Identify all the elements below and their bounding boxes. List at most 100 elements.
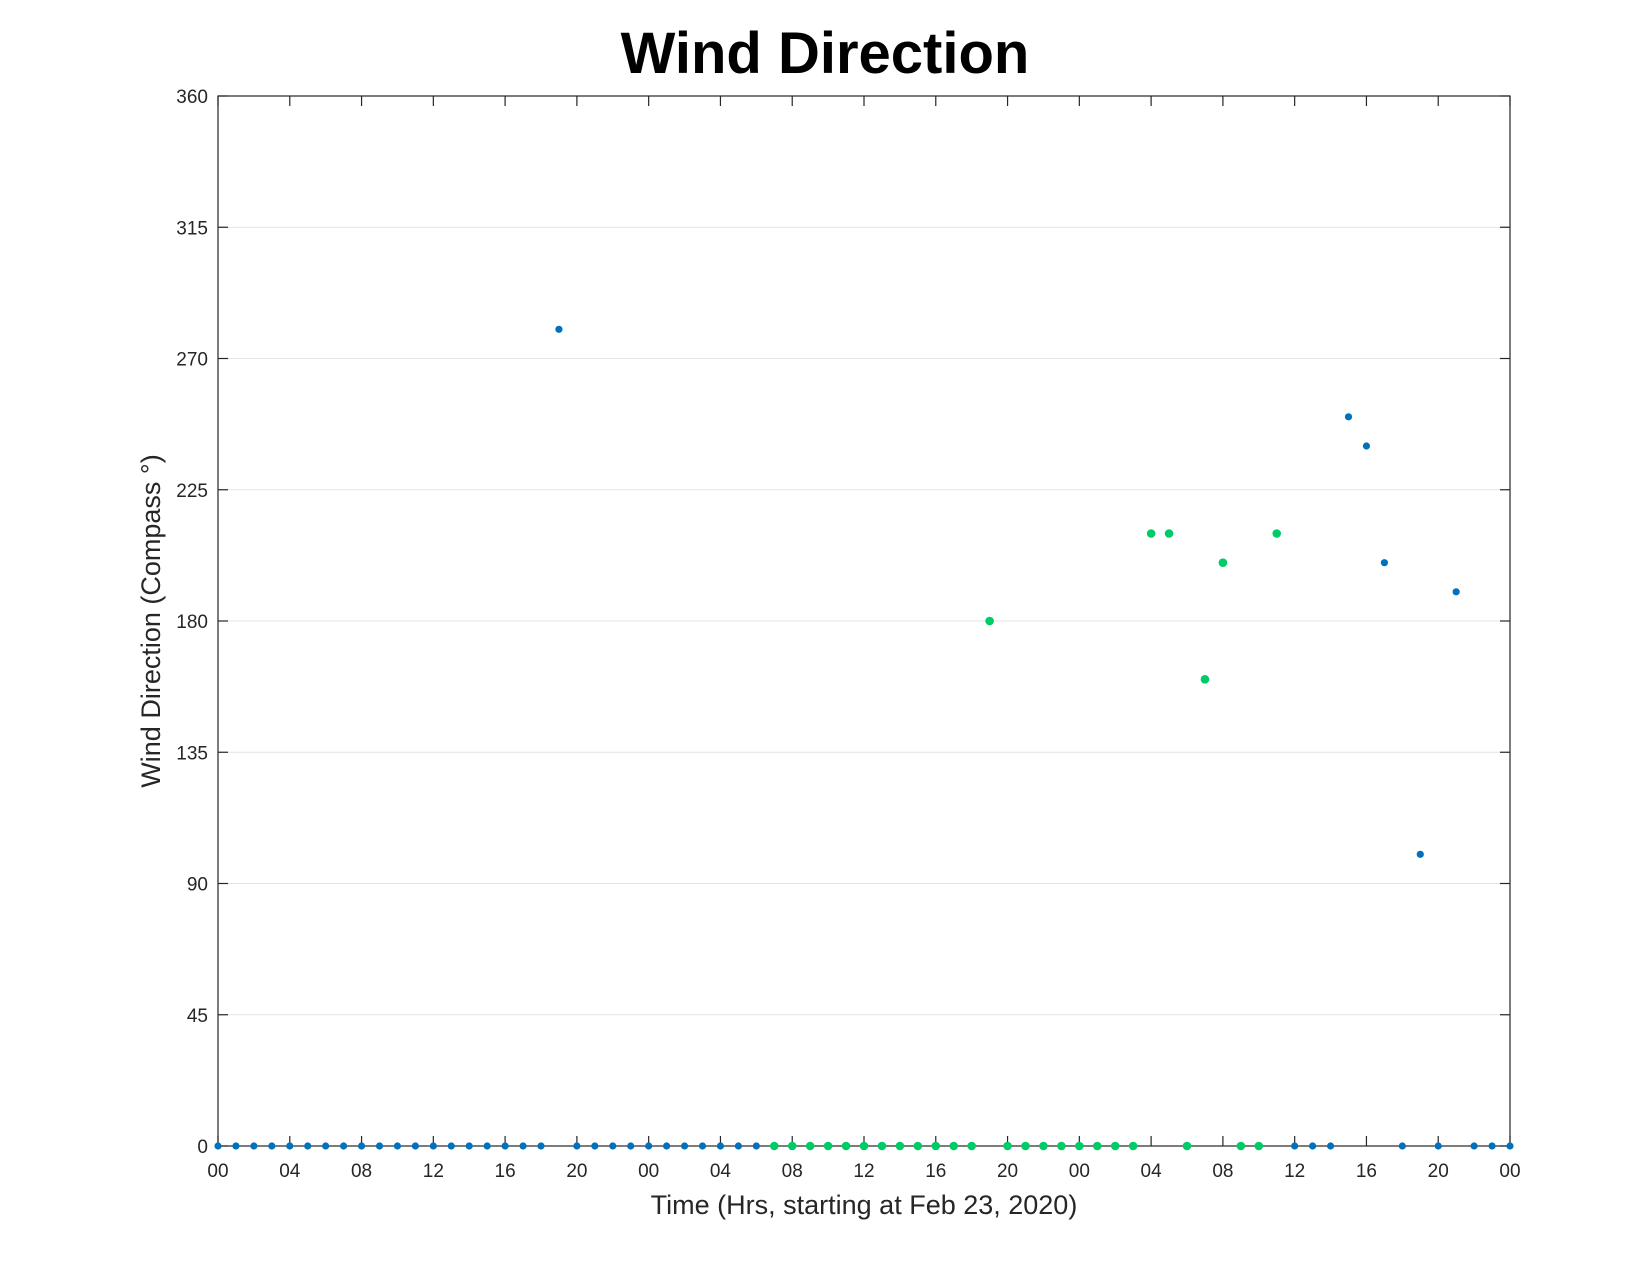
green-data-point [1128, 1141, 1138, 1151]
blue-data-point [716, 1142, 725, 1150]
blue-data-point [645, 1142, 653, 1150]
blue-data-point [429, 1142, 437, 1150]
blue-data-point [501, 1142, 509, 1150]
blue-data-point [465, 1142, 473, 1150]
x-tick-labels: 00 04 08 12 16 20 00 04 08 12 16 20 00 04 08 12 16 20 00 [207, 1161, 1520, 1182]
green-data-point [1254, 1141, 1264, 1151]
x-tick-label: 04 [710, 1161, 732, 1182]
x-tick-label: 08 [782, 1161, 803, 1182]
green-data-point [769, 1141, 779, 1151]
blue-data-point [537, 1142, 545, 1150]
green-data-point [1164, 529, 1174, 538]
green-data-point [859, 1141, 869, 1151]
x-tick-label: 16 [495, 1161, 516, 1182]
blue-data-point [232, 1142, 240, 1150]
x-tick-label: 08 [1212, 1161, 1233, 1182]
green-data-point [913, 1141, 923, 1151]
y-tick-label: 180 [176, 612, 208, 633]
blue-data-point [411, 1142, 419, 1150]
x-tick-label: 20 [997, 1161, 1018, 1182]
blue-data-point [1434, 1142, 1442, 1150]
blue-data-point [1470, 1142, 1478, 1150]
blue-data-point [357, 1142, 366, 1150]
data-points [214, 325, 1514, 1151]
y-axis-label: Wind Direction (Compass °) [136, 454, 166, 787]
blue-data-point [573, 1142, 581, 1150]
green-data-point [1182, 1141, 1192, 1151]
x-tick-label: 16 [925, 1161, 946, 1182]
green-data-point [1021, 1141, 1030, 1151]
x-tick-label: 04 [1141, 1161, 1163, 1182]
axis-ticks [217, 95, 1511, 1147]
x-tick-label: 12 [1284, 1161, 1305, 1182]
x-tick-label: 20 [566, 1161, 587, 1182]
green-data-point [1075, 1141, 1084, 1151]
green-data-point [877, 1141, 887, 1151]
blue-data-point [340, 1142, 348, 1150]
blue-data-point [286, 1142, 294, 1150]
blue-data-point [591, 1142, 599, 1150]
x-tick-label: 00 [207, 1161, 228, 1182]
x-tick-label: 04 [279, 1161, 301, 1182]
green-data-point [1218, 558, 1228, 567]
green-data-point [931, 1141, 941, 1151]
green-data-point [1003, 1141, 1012, 1151]
y-tick-label: 315 [176, 218, 208, 239]
blue-data-point [1398, 1142, 1406, 1150]
blue-data-point [375, 1142, 384, 1150]
blue-data-point [1344, 413, 1353, 421]
x-tick-label: 00 [638, 1161, 659, 1182]
blue-data-point [1416, 850, 1424, 858]
blue-data-point [627, 1142, 635, 1150]
y-tick-labels: 0 45 90 135 180 225 270 315 360 [176, 87, 208, 1158]
blue-data-point [447, 1142, 455, 1150]
grid-lines [218, 226, 1510, 1016]
green-data-point [967, 1141, 976, 1151]
green-data-point [985, 616, 994, 626]
green-data-point [1057, 1141, 1066, 1151]
y-tick-label: 135 [176, 743, 208, 764]
blue-data-point [304, 1142, 312, 1150]
green-data-point [949, 1141, 959, 1151]
blue-data-point [663, 1142, 671, 1150]
blue-data-point [555, 325, 563, 333]
x-tick-label: 08 [351, 1161, 372, 1182]
blue-data-point [1452, 588, 1460, 596]
green-data-point [841, 1141, 851, 1151]
blue-data-point [1291, 1142, 1299, 1150]
blue-data-point [519, 1142, 527, 1150]
y-tick-label: 0 [197, 1137, 208, 1158]
y-tick-label: 90 [187, 875, 208, 896]
blue-data-point [752, 1142, 760, 1150]
x-tick-label: 00 [1499, 1161, 1520, 1182]
x-axis-label: Time (Hrs, starting at Feb 23, 2020) [651, 1190, 1078, 1220]
x-tick-label: 16 [1356, 1161, 1377, 1182]
x-tick-label: 00 [1069, 1161, 1090, 1182]
green-data-point [1146, 529, 1156, 538]
x-tick-label: 12 [853, 1161, 874, 1182]
blue-data-point [214, 1142, 222, 1150]
x-tick-label: 12 [423, 1161, 444, 1182]
blue-data-point [734, 1142, 742, 1150]
y-tick-label: 360 [176, 87, 208, 108]
blue-data-point [1362, 442, 1371, 450]
green-data-point [787, 1141, 797, 1151]
blue-data-point [1309, 1142, 1317, 1150]
blue-data-point [609, 1142, 617, 1150]
blue-data-point [393, 1142, 402, 1150]
blue-data-point [322, 1142, 330, 1150]
blue-data-point [1488, 1142, 1496, 1150]
blue-data-point [680, 1142, 689, 1150]
green-data-point [805, 1141, 815, 1151]
blue-data-point [1506, 1142, 1514, 1150]
green-data-point [1272, 529, 1282, 538]
blue-data-point [1326, 1142, 1335, 1150]
green-data-point [1236, 1141, 1246, 1151]
green-data-point [895, 1141, 905, 1151]
y-tick-label: 270 [176, 350, 208, 371]
blue-data-point [1380, 559, 1388, 567]
y-tick-label: 45 [187, 1006, 208, 1027]
green-data-point [1200, 675, 1210, 684]
x-tick-label: 20 [1428, 1161, 1449, 1182]
